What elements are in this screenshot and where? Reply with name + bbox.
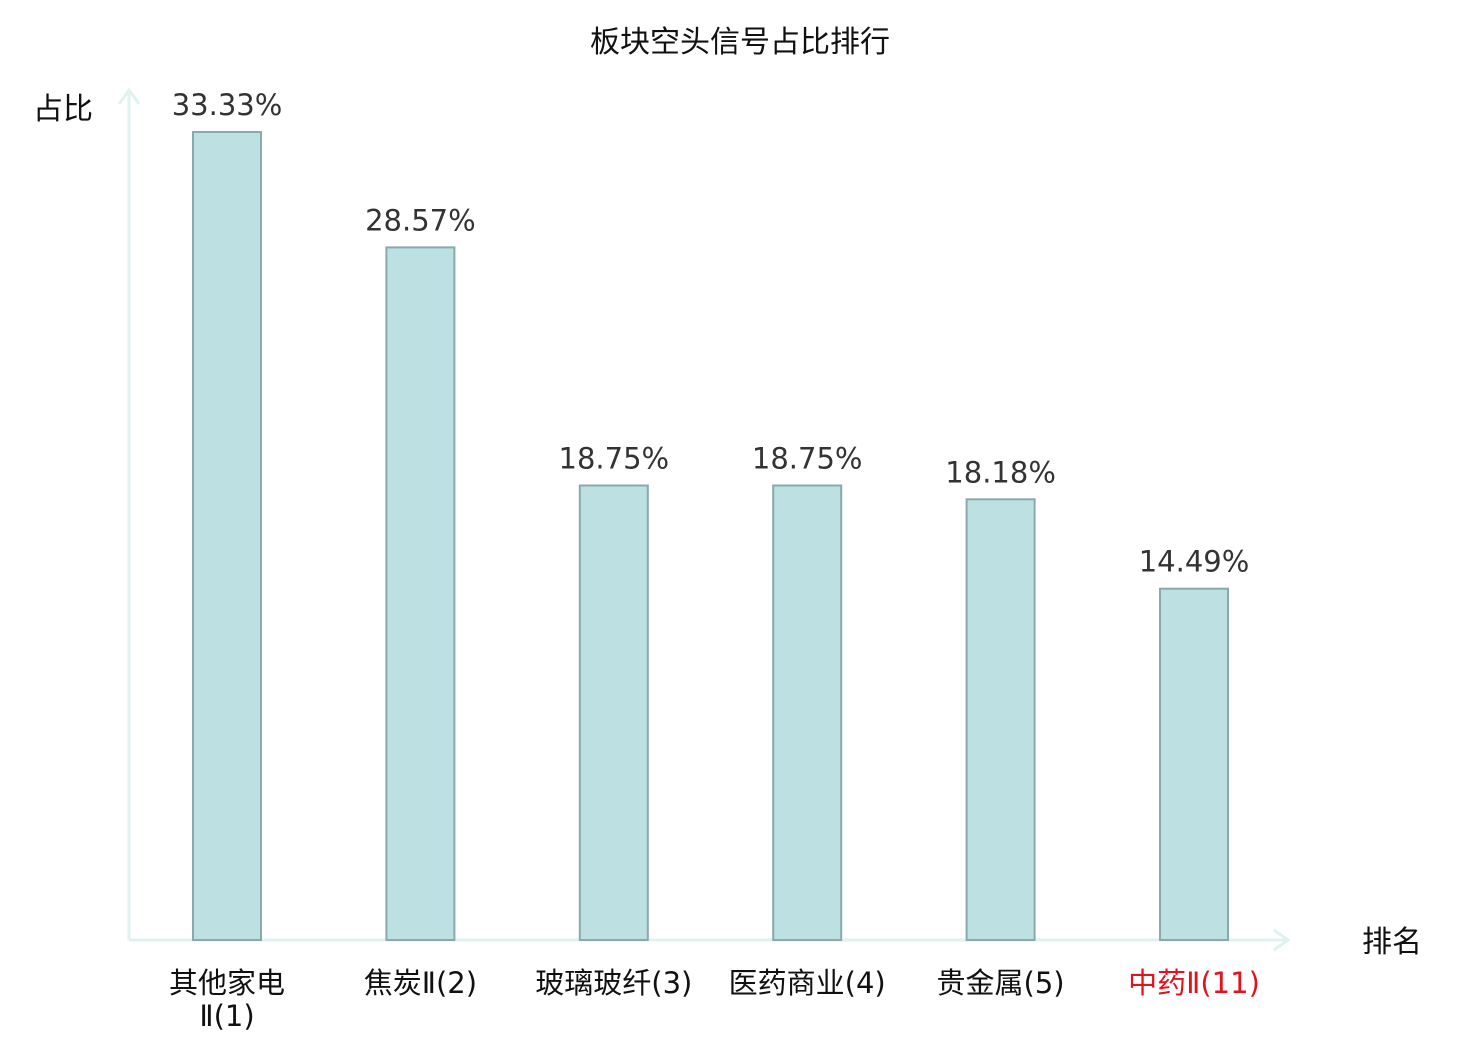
bar <box>1159 587 1229 941</box>
category-tick-label: 医药商业(4) <box>729 966 886 1000</box>
bar <box>772 484 843 941</box>
bar <box>578 484 649 941</box>
bar-value-label: 28.57% <box>365 203 476 237</box>
category-tick-label: 其他家电 <box>169 966 285 1000</box>
chart-title: 板块空头信号占比排行 <box>590 25 890 60</box>
x-axis-arrow <box>1273 928 1291 952</box>
bar <box>385 246 456 941</box>
category-tick-label: 焦炭Ⅱ(2) <box>364 966 477 1000</box>
bar <box>965 498 1036 941</box>
bar-value-label: 14.49% <box>1139 545 1250 579</box>
bars-layer <box>192 131 1229 941</box>
x-axis-label: 排名 <box>1362 925 1422 960</box>
y-axis-arrow <box>117 87 141 105</box>
category-tick-label: 中药Ⅱ(11) <box>1128 966 1260 1000</box>
bar-value-label: 18.75% <box>559 442 670 476</box>
category-tick-label: Ⅱ(1) <box>199 999 254 1033</box>
y-axis-label: 占比 <box>33 92 93 127</box>
bar-value-label: 33.33% <box>172 88 283 122</box>
value-labels-layer: 33.33% 28.57% 18.75% 18.75% 18.18% 14.49% <box>172 88 1250 579</box>
category-tick-label: 贵金属(5) <box>937 966 1065 1000</box>
category-tick-label: 玻璃玻纤(3) <box>535 966 692 1000</box>
bar-value-label: 18.18% <box>945 455 1056 489</box>
bar <box>192 131 262 941</box>
bar-value-label: 18.75% <box>752 442 863 476</box>
